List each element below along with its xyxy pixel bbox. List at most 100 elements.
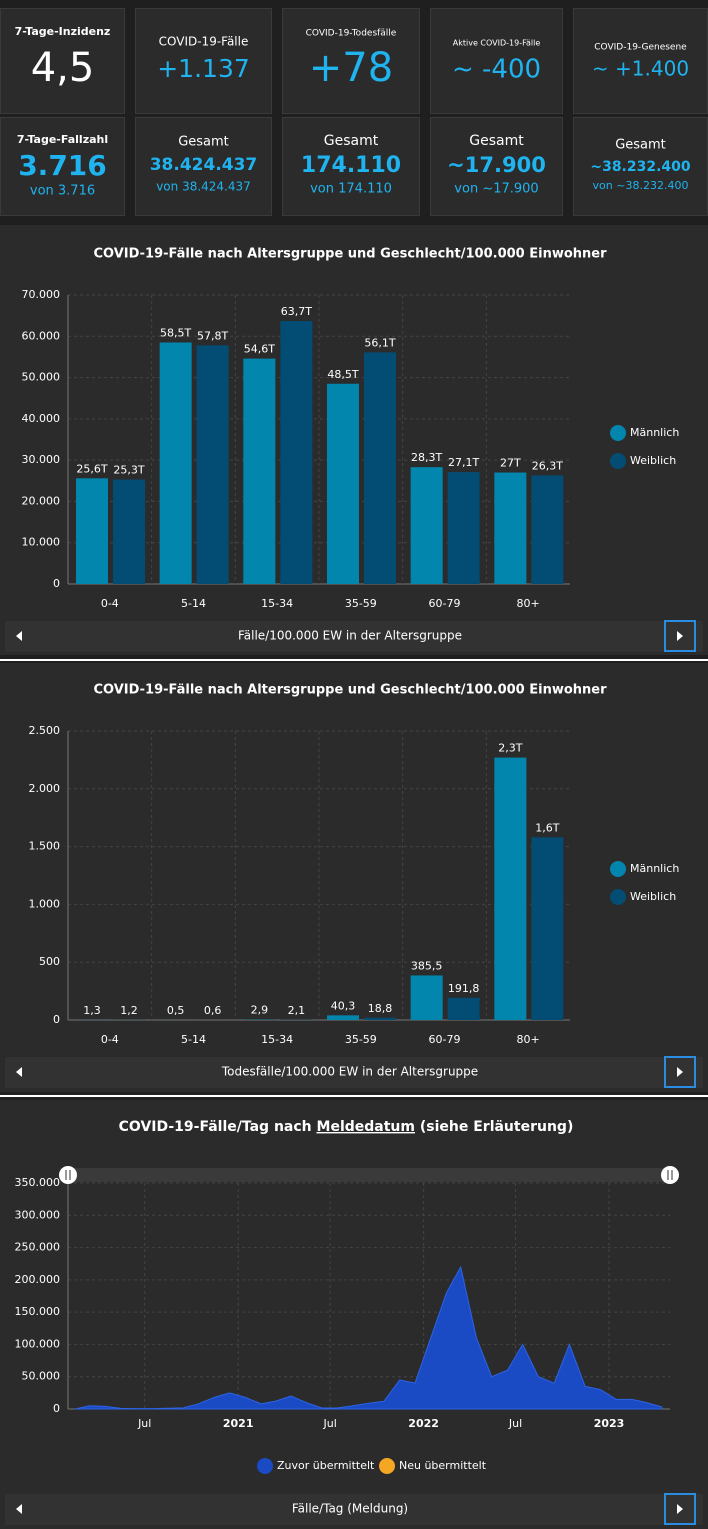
value-label: 191,8	[448, 982, 480, 995]
value-label: 48,5T	[327, 368, 358, 381]
card-label: COVID-19-Fälle	[159, 35, 249, 49]
bar	[327, 1015, 359, 1020]
x-tick-label: Jul	[137, 1417, 151, 1430]
chart-title: COVID-19-Fälle nach Altersgruppe und Ges…	[93, 247, 607, 262]
card-label: Aktive COVID-19-Fälle	[453, 39, 541, 48]
card-label: 7-Tage-Fallzahl	[17, 133, 108, 146]
card-label: 7-Tage-Inzidenz	[15, 25, 111, 38]
card-bottom	[0, 117, 125, 216]
card-top	[282, 8, 420, 114]
title-part: (siehe Erläuterung)	[415, 1119, 573, 1135]
legend-swatch	[610, 889, 626, 905]
nav-prev[interactable]	[16, 1067, 22, 1077]
nav-next-box[interactable]	[664, 1056, 696, 1088]
value-label: 56,1T	[364, 336, 395, 349]
nav-prev[interactable]	[16, 631, 22, 641]
card-label: Gesamt	[615, 138, 666, 153]
value-label: 2,9	[251, 1004, 269, 1017]
card-sub: von 3.716	[30, 184, 95, 199]
x-tick-label: 2023	[594, 1417, 625, 1430]
title-part: COVID-19-Fälle/Tag nach	[119, 1119, 317, 1135]
nav-next[interactable]	[677, 631, 683, 641]
bar	[494, 757, 527, 1020]
title-link: Meldedatum	[317, 1119, 415, 1135]
bar	[280, 321, 313, 584]
x-tick-label: 5-14	[181, 597, 206, 610]
card-bottom	[135, 117, 272, 216]
x-tick-label: 5-14	[181, 1033, 206, 1046]
x-tick-label: 80+	[517, 597, 540, 610]
card-label: Gesamt	[324, 133, 379, 149]
value-label: 63,7T	[281, 305, 312, 318]
nav-bar	[5, 1494, 703, 1525]
y-tick-label: 50.000	[22, 371, 61, 384]
value-label: 385,5	[411, 959, 443, 972]
card-value: 4,5	[31, 45, 95, 91]
bar	[364, 352, 396, 584]
y-tick-label: 30.000	[22, 453, 61, 466]
value-label: 26,3T	[532, 459, 563, 472]
slider-handle[interactable]	[661, 1166, 679, 1184]
nav-next-box[interactable]	[664, 1493, 696, 1525]
legend-label: Weiblich	[630, 890, 676, 903]
card-value: 3.716	[18, 149, 107, 182]
card-sub: von 174.110	[310, 182, 392, 197]
footer-label: Todesfälle/100.000 EW in der Altersgrupp…	[221, 1065, 478, 1079]
card-value: ~ -400	[452, 55, 541, 85]
x-tick-label: 15-34	[261, 1033, 293, 1046]
range-slider	[68, 1168, 670, 1182]
card-value: 174.110	[301, 153, 401, 178]
area	[75, 1265, 663, 1410]
chart-title: COVID-19-Fälle nach Altersgruppe und Ges…	[93, 683, 607, 698]
value-label: 54,6T	[244, 343, 275, 356]
bar	[447, 472, 480, 584]
value-label: 25,3T	[113, 464, 144, 477]
bar	[531, 837, 564, 1020]
x-tick-label: Jul	[322, 1417, 336, 1430]
bar	[159, 342, 192, 584]
y-tick-label: 300.000	[15, 1208, 61, 1221]
nav-bar	[5, 1057, 703, 1088]
x-tick-label: 60-79	[429, 1033, 461, 1046]
card-label: Gesamt	[178, 135, 229, 150]
value-label: 25,6T	[76, 462, 107, 475]
y-tick-label: 70.000	[22, 288, 61, 301]
card-label: COVID-19-Genesene	[594, 43, 687, 53]
y-tick-label: 1.500	[29, 840, 61, 853]
y-tick-label: 150.000	[15, 1305, 61, 1318]
value-label: 1,3	[83, 1004, 101, 1017]
legend-swatch	[610, 453, 626, 469]
card-bottom	[573, 117, 708, 216]
value-label: 28,3T	[411, 451, 442, 464]
y-tick-label: 0	[53, 577, 60, 590]
value-label: 2,3T	[498, 742, 522, 755]
card-sub: von 38.424.437	[156, 180, 251, 194]
x-tick-label: 15-34	[261, 597, 293, 610]
bar	[494, 472, 527, 584]
nav-next-box[interactable]	[664, 620, 696, 652]
slider-handle[interactable]	[59, 1166, 77, 1184]
chart-title: COVID-19-Fälle/Tag nach Meldedatum (sieh…	[119, 1119, 574, 1135]
y-tick-label: 2.000	[29, 782, 61, 795]
handle-grip	[667, 1170, 673, 1180]
nav-prev[interactable]	[16, 1504, 22, 1514]
legend-swatch	[610, 861, 626, 877]
y-tick-label: 50.000	[22, 1370, 61, 1383]
card-label: Gesamt	[469, 133, 524, 149]
panel	[0, 663, 708, 1092]
card-value: +78	[309, 45, 393, 91]
card-label: COVID-19-Todesfälle	[306, 29, 397, 39]
nav-next[interactable]	[677, 1504, 683, 1514]
y-tick-label: 20.000	[22, 494, 61, 507]
value-label: 58,5T	[160, 326, 191, 339]
y-tick-label: 1.000	[29, 897, 61, 910]
legend-swatch	[379, 1458, 395, 1474]
bar	[113, 479, 145, 584]
card-bottom	[282, 117, 420, 216]
value-label: 0,6	[204, 1004, 222, 1017]
legend-swatch	[610, 425, 626, 441]
card-value: ~ +1.400	[592, 57, 689, 81]
y-tick-label: 60.000	[22, 329, 61, 342]
nav-next[interactable]	[677, 1067, 683, 1077]
card-top	[430, 8, 563, 114]
